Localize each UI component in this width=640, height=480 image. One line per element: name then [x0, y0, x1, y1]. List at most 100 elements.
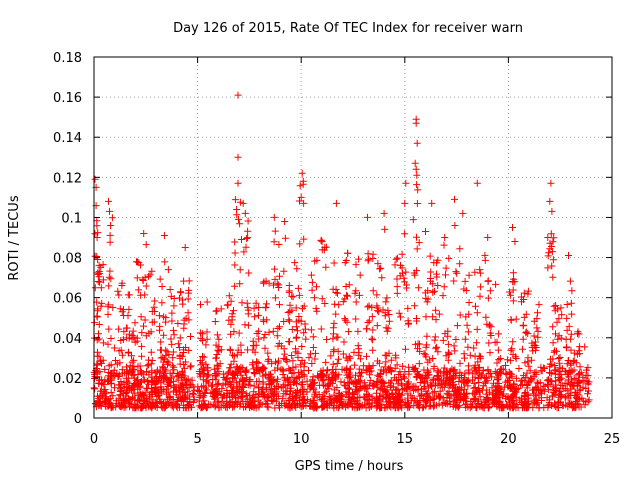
data-point: [240, 377, 248, 385]
data-point: [144, 377, 151, 385]
data-point: [429, 396, 437, 403]
data-point: [125, 305, 133, 313]
data-point: [343, 291, 351, 299]
data-point: [217, 391, 225, 399]
data-point: [534, 333, 542, 341]
data-point: [392, 255, 400, 263]
data-point: [212, 341, 220, 349]
data-point: [575, 347, 583, 355]
data-point: [239, 364, 247, 372]
data-point: [427, 268, 435, 276]
data-point: [120, 328, 128, 336]
data-point: [260, 318, 268, 325]
data-point: [187, 333, 194, 340]
data-point: [101, 365, 109, 373]
data-point: [485, 369, 493, 377]
data-point: [460, 385, 468, 393]
data-point: [301, 320, 309, 328]
data-point: [145, 356, 152, 364]
data-point: [413, 267, 421, 275]
data-point: [96, 278, 103, 286]
data-point: [205, 371, 213, 379]
data-point: [240, 384, 247, 391]
data-point: [180, 277, 188, 285]
data-point: [450, 380, 458, 388]
data-point: [557, 391, 565, 399]
data-point: [160, 313, 168, 321]
data-point: [393, 289, 401, 297]
data-point: [310, 379, 318, 387]
data-point: [520, 391, 528, 399]
data-point: [181, 364, 189, 372]
data-point: [410, 401, 418, 409]
x-tick-label: 15: [397, 432, 414, 447]
data-point: [252, 299, 260, 307]
data-point: [165, 379, 173, 387]
data-point: [456, 311, 464, 319]
data-point: [472, 404, 480, 411]
data-point: [179, 385, 187, 393]
data-point: [399, 269, 406, 277]
data-point: [538, 367, 546, 375]
data-point: [213, 351, 221, 358]
data-point: [190, 391, 197, 399]
data-point: [231, 196, 239, 204]
data-point: [236, 266, 244, 274]
data-point: [226, 345, 234, 353]
data-point: [367, 367, 375, 375]
data-point: [528, 356, 536, 364]
data-point: [517, 377, 525, 385]
data-point: [182, 344, 190, 351]
data-point: [135, 286, 143, 294]
data-point: [495, 330, 503, 338]
data-point: [244, 234, 252, 242]
data-point: [557, 381, 565, 389]
data-point: [531, 369, 539, 377]
data-point: [227, 297, 235, 305]
data-point: [383, 327, 391, 335]
data-point: [345, 353, 353, 360]
data-point: [355, 351, 363, 359]
data-point: [322, 358, 330, 366]
data-point: [260, 364, 268, 372]
data-point: [94, 270, 102, 278]
data-point: [341, 366, 349, 374]
data-point: [411, 159, 419, 167]
data-point: [237, 349, 245, 357]
data-point: [169, 326, 177, 334]
data-point: [550, 387, 558, 395]
data-point: [415, 404, 423, 412]
data-point: [163, 402, 171, 409]
data-point: [204, 371, 212, 379]
data-point: [255, 304, 263, 311]
data-point: [312, 402, 320, 410]
data-point: [572, 398, 580, 406]
data-point: [395, 376, 403, 384]
data-point: [240, 248, 248, 256]
data-point: [484, 294, 492, 302]
data-point: [234, 179, 242, 187]
data-point: [532, 370, 540, 378]
data-point: [456, 374, 464, 382]
data-point: [565, 322, 573, 330]
data-point: [431, 388, 439, 396]
data-point: [549, 273, 557, 281]
y-tick-label: 0.1: [61, 211, 82, 226]
data-point: [93, 361, 101, 369]
data-point: [393, 254, 401, 262]
data-point: [551, 390, 559, 398]
data-point: [435, 376, 443, 384]
data-point: [463, 400, 471, 408]
data-point: [225, 292, 233, 300]
data-point: [476, 403, 484, 411]
data-point: [502, 362, 509, 369]
data-point: [576, 387, 584, 395]
data-point: [471, 373, 479, 381]
data-point: [477, 353, 484, 361]
data-point: [352, 385, 360, 393]
data-point: [111, 384, 118, 392]
data-point: [285, 282, 293, 289]
data-point: [195, 393, 203, 401]
data-point: [200, 382, 208, 390]
data-point: [340, 338, 348, 346]
